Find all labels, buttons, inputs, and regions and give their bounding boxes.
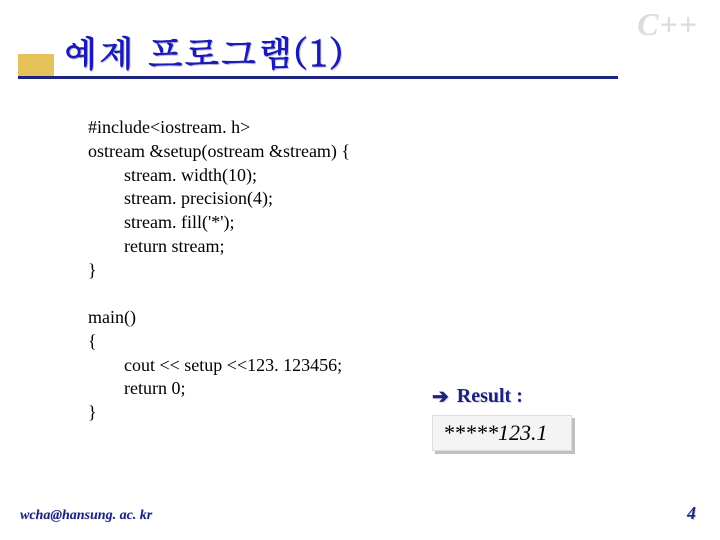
footer-email: wcha@hansung. ac. kr [20,508,152,524]
code-line [88,282,608,306]
code-line: main() [88,306,608,330]
code-line: ostream &setup(ostream &stream) { [88,140,608,164]
code-line: stream. precision(4); [88,187,608,211]
code-line: { [88,330,608,354]
code-line: } [88,259,608,283]
result-label-text: Result : [457,385,523,408]
footer-page-number: 4 [687,503,696,524]
result-label: ➔ Result : [432,384,523,409]
title-accent-block [18,54,54,78]
code-line: stream. fill('*'); [88,211,608,235]
slide-title: 예제 프로그램(1) [62,26,344,77]
code-line: #include<iostream. h> [88,116,608,140]
watermark-text: C++ [637,6,698,43]
arrow-right-icon: ➔ [432,384,449,409]
code-line: stream. width(10); [88,164,608,188]
result-output-box: *****123.1 [432,415,572,451]
code-block: #include<iostream. h>ostream &setup(ostr… [88,116,608,425]
code-line: return stream; [88,235,608,259]
result-area: ➔ Result : *****123.1 [432,384,572,451]
code-line: cout << setup <<123. 123456; [88,354,608,378]
